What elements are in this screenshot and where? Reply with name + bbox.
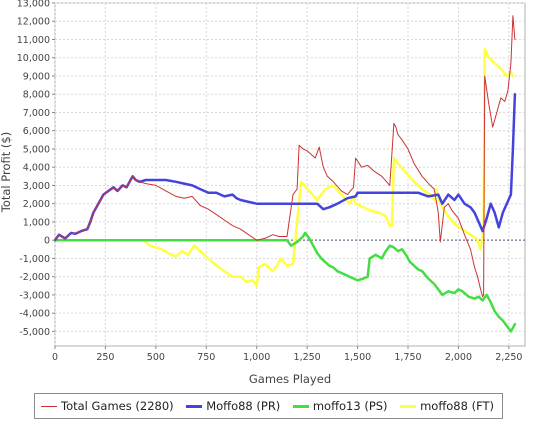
x-tick-label: 500 (147, 352, 165, 363)
legend-item-1: Moffo88 (PR) (186, 399, 280, 413)
y-tick-label: -2,000 (19, 272, 50, 283)
y-tick-label: 2,000 (23, 199, 50, 210)
legend-swatch (292, 404, 309, 408)
y-tick-label: 13,000 (17, 0, 50, 10)
y-tick-label: 4,000 (23, 163, 50, 174)
y-tick-label: 9,000 (23, 71, 50, 82)
y-axis-title: Total Profit ($) (0, 132, 13, 213)
legend-item-3: moffo88 (FT) (400, 399, 494, 413)
legend-label: Moffo88 (PR) (206, 399, 281, 413)
x-tick-label: 1,750 (394, 352, 421, 363)
series-line-0 (54, 15, 516, 298)
series-lines (53, 15, 517, 333)
y-tick-label: 3,000 (23, 181, 50, 192)
y-tick-label: 12,000 (17, 17, 50, 28)
legend-swatch (400, 404, 417, 408)
y-tick-label: 11,000 (17, 35, 50, 46)
y-tick-label: 8,000 (23, 90, 50, 101)
x-tick-label: 0 (52, 352, 58, 363)
x-tick-label: 1,250 (294, 352, 321, 363)
y-tick-label: 7,000 (23, 108, 50, 119)
legend-label: Total Games (2280) (61, 399, 174, 413)
y-tick-label: -1,000 (19, 254, 50, 265)
y-axis-ticks: -5,000 -4,000 -3,000 -2,000 -1,000 0 1,000 2,00… (17, 0, 55, 338)
x-tick-label: 2,000 (445, 352, 472, 363)
legend-swatch (41, 405, 57, 407)
x-tick-label: 1,500 (344, 352, 371, 363)
legend-item-2: moffo13 (PS) (292, 399, 388, 413)
x-axis-title: Games Played (249, 372, 331, 386)
x-axis-ticks: 0 250 500 750 1,000 1,250 1,500 1,750 2,000 2,250 (52, 346, 522, 363)
chart-legend: Total Games (2280) Moffo88 (PR) moffo13 (P… (34, 393, 503, 419)
legend-swatch (186, 404, 203, 408)
legend-label: moffo88 (FT) (420, 399, 494, 413)
y-tick-label: 10,000 (17, 53, 50, 64)
y-tick-label: -4,000 (19, 309, 50, 320)
y-tick-label: 0 (44, 236, 50, 247)
plot-area (54, 2, 526, 347)
y-tick-label: 5,000 (23, 144, 50, 155)
x-tick-label: 2,250 (495, 352, 522, 363)
x-tick-label: 750 (197, 352, 215, 363)
legend-label: moffo13 (PS) (312, 399, 388, 413)
profit-chart: 0 250 500 750 1,000 1,250 1,500 1,750 2,000 2,250… (0, 0, 526, 386)
y-tick-label: 6,000 (23, 126, 50, 137)
y-tick-label: 1,000 (23, 217, 50, 228)
legend-item-0: Total Games (2280) (41, 399, 174, 413)
series-line-2 (53, 231, 517, 333)
x-tick-label: 250 (96, 352, 114, 363)
x-tick-label: 1,000 (243, 352, 270, 363)
grid-lines (54, 2, 525, 346)
y-tick-label: -5,000 (19, 327, 50, 338)
y-tick-label: -3,000 (19, 290, 50, 301)
